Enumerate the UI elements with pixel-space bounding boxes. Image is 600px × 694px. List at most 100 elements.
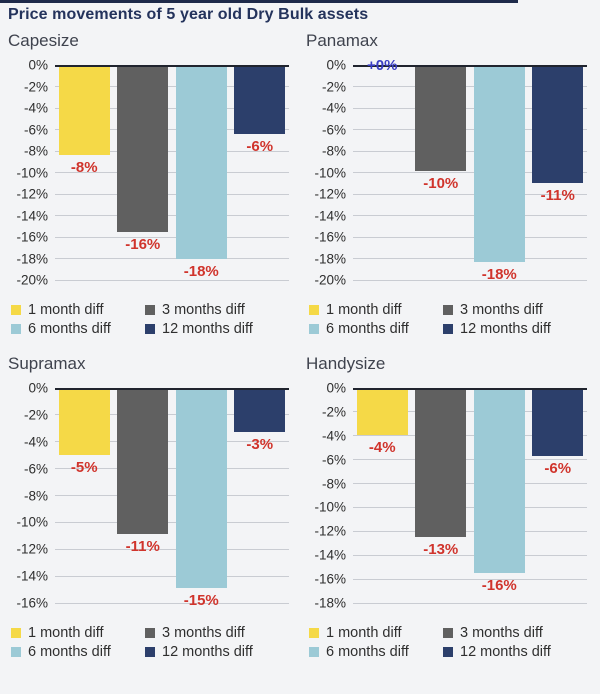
gridline bbox=[353, 483, 587, 485]
legend-swatch-3-months-diff bbox=[443, 305, 453, 315]
y-axis-tick-label: -16% bbox=[314, 229, 346, 245]
legend-label-1-month-diff: 1 month diff bbox=[326, 302, 402, 318]
bar-3-months-diff bbox=[415, 388, 467, 538]
chart-capesize: Capesize 0% -2% -4% -6% -8% -10% -12% -14% -16% -1… bbox=[8, 26, 294, 349]
y-axis-tick-label: -14% bbox=[314, 208, 346, 223]
gridline bbox=[55, 575, 289, 577]
bar-value-label-12-months-diff: -11% bbox=[540, 187, 575, 205]
y-axis-tick-label: -10% bbox=[314, 165, 346, 180]
gridline bbox=[353, 459, 587, 461]
y-axis-tick-label: -8% bbox=[23, 488, 48, 503]
chart-supramax: Supramax 0% -2% -4% -6% -8% -10% -12% -14% -16% -5… bbox=[8, 349, 294, 672]
gridline bbox=[55, 279, 289, 281]
legend-swatch-3-months-diff bbox=[443, 628, 453, 638]
y-axis-tick-label: -14% bbox=[314, 547, 346, 563]
chart-title-supramax: Supramax bbox=[8, 354, 86, 373]
bar-12-months-diff bbox=[234, 65, 286, 134]
legend-item-1-month-diff: 1 month diff bbox=[11, 302, 145, 318]
legend-item-6-months-diff: 6 months diff bbox=[11, 644, 145, 660]
y-axis-tick-label: 0% bbox=[28, 380, 48, 396]
y-axis-tick-label: -10% bbox=[16, 165, 48, 180]
y-axis-tick-label: -2% bbox=[23, 407, 48, 423]
gridline bbox=[353, 411, 587, 413]
plot-area-supramax: -5% -11% -15% -3% bbox=[55, 388, 289, 609]
legend-label-6-months-diff: 6 months diff bbox=[28, 321, 111, 337]
legend-swatch-3-months-diff bbox=[145, 305, 155, 315]
bar-value-label-6-months-diff: -18% bbox=[183, 262, 219, 280]
y-axis-tick-label: -4% bbox=[321, 100, 346, 116]
legend-swatch-12-months-diff bbox=[145, 324, 155, 334]
gridline bbox=[55, 468, 289, 470]
legend-item-12-months-diff: 12 months diff bbox=[443, 644, 592, 660]
gridline bbox=[55, 193, 289, 195]
legend-swatch-1-month-diff bbox=[11, 305, 21, 315]
y-axis-supramax: 0% -2% -4% -6% -8% -10% -12% -14% -16% bbox=[8, 381, 55, 611]
legend-item-6-months-diff: 6 months diff bbox=[11, 321, 145, 337]
legend-item-3-months-diff: 3 months diff bbox=[145, 625, 294, 641]
legend-item-6-months-diff: 6 months diff bbox=[309, 644, 443, 660]
y-axis-tick-label: -18% bbox=[16, 251, 48, 266]
gridline bbox=[353, 279, 587, 281]
y-axis-tick-label: -8% bbox=[23, 143, 48, 159]
gridline bbox=[353, 435, 587, 437]
y-axis-tick-label: -18% bbox=[314, 251, 346, 266]
bar-value-label-1-month-diff: +0% bbox=[367, 57, 398, 74]
bar-3-months-diff bbox=[117, 65, 169, 232]
legend-item-1-month-diff: 1 month diff bbox=[11, 625, 145, 641]
page-title: Price movements of 5 year old Dry Bulk a… bbox=[8, 6, 369, 23]
y-axis-tick-label: -6% bbox=[23, 122, 48, 137]
legend-item-6-months-diff: 6 months diff bbox=[309, 321, 443, 337]
y-axis-tick-label: -6% bbox=[321, 452, 346, 468]
gridline bbox=[353, 578, 587, 580]
gridline bbox=[55, 602, 289, 604]
legend-label-12-months-diff: 12 months diff bbox=[162, 321, 253, 337]
legend-label-1-month-diff: 1 month diff bbox=[326, 625, 402, 641]
y-axis-tick-label: -4% bbox=[321, 428, 346, 444]
legend-swatch-6-months-diff bbox=[309, 647, 319, 657]
legend-capesize: 1 month diff 3 months diff 6 months diff 12… bbox=[11, 302, 294, 337]
gridline bbox=[55, 150, 289, 152]
gridline bbox=[353, 193, 587, 195]
legend-swatch-12-months-diff bbox=[443, 647, 453, 657]
y-axis-tick-label: -4% bbox=[23, 100, 48, 116]
y-axis-tick-label: -10% bbox=[314, 499, 346, 515]
bar-value-label-6-months-diff: -18% bbox=[481, 265, 517, 283]
chart-title-capesize: Capesize bbox=[8, 31, 79, 50]
chart-title-handysize: Handysize bbox=[306, 354, 386, 373]
legend-supramax: 1 month diff 3 months diff 6 months diff 12… bbox=[11, 625, 294, 660]
legend-swatch-1-month-diff bbox=[309, 628, 319, 638]
y-axis-capesize: 0% -2% -4% -6% -8% -10% -12% -14% -16% -18% -20% bbox=[8, 58, 55, 288]
legend-item-12-months-diff: 12 months diff bbox=[443, 321, 592, 337]
gridline bbox=[353, 129, 587, 130]
y-axis-tick-label: -10% bbox=[16, 514, 48, 530]
chart-handysize: Handysize 0% -2% -4% -6% -8% -10% -12% -14% -16% -… bbox=[306, 349, 592, 672]
y-axis-tick-label: -20% bbox=[314, 272, 346, 288]
y-axis-tick-label: -16% bbox=[314, 571, 346, 587]
legend-label-1-month-diff: 1 month diff bbox=[28, 302, 104, 318]
gridline bbox=[55, 521, 289, 523]
legend-panamax: 1 month diff 3 months diff 6 months diff 12… bbox=[309, 302, 592, 337]
y-axis-tick-label: 0% bbox=[28, 57, 48, 73]
legend-label-3-months-diff: 3 months diff bbox=[162, 625, 245, 641]
plot-area-capesize: -8% -16% -18% -6% bbox=[55, 65, 289, 281]
y-axis-tick-label: -20% bbox=[16, 272, 48, 288]
legend-item-12-months-diff: 12 months diff bbox=[145, 321, 294, 337]
y-axis-tick-label: -12% bbox=[314, 186, 346, 202]
legend-item-12-months-diff: 12 months diff bbox=[145, 644, 294, 660]
gridline bbox=[55, 441, 289, 443]
y-axis-tick-label: -14% bbox=[16, 208, 48, 223]
bar-value-label-1-month-diff: -8% bbox=[70, 159, 98, 177]
gridline bbox=[353, 172, 587, 173]
y-axis-tick-label: -12% bbox=[16, 541, 48, 557]
charts-grid: Capesize 0% -2% -4% -6% -8% -10% -12% -14% -16% -1… bbox=[0, 26, 600, 672]
title-top-border bbox=[0, 0, 518, 3]
gridline bbox=[55, 215, 289, 216]
bar-12-months-diff bbox=[234, 388, 286, 433]
legend-item-3-months-diff: 3 months diff bbox=[443, 625, 592, 641]
bar-6-months-diff bbox=[175, 388, 227, 589]
bar-value-label-3-months-diff: -10% bbox=[423, 175, 459, 193]
y-axis-tick-label: -16% bbox=[16, 595, 48, 611]
legend-item-3-months-diff: 3 months diff bbox=[145, 302, 294, 318]
bar-value-label-12-months-diff: -6% bbox=[246, 137, 274, 155]
legend-swatch-12-months-diff bbox=[443, 324, 453, 334]
